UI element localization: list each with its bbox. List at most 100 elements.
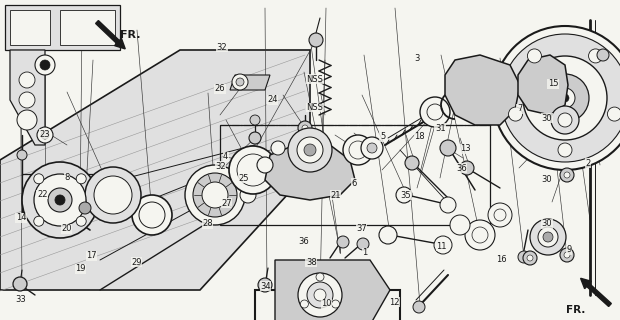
Text: 20: 20 <box>61 224 71 233</box>
Text: 30: 30 <box>541 220 552 228</box>
Bar <box>255 290 400 320</box>
Text: 21: 21 <box>330 191 340 200</box>
Text: 5: 5 <box>380 132 385 141</box>
Circle shape <box>240 187 256 203</box>
Text: 32: 32 <box>216 43 228 52</box>
Circle shape <box>538 227 558 247</box>
Circle shape <box>185 165 245 225</box>
Text: FR.: FR. <box>120 30 141 40</box>
Circle shape <box>440 140 456 156</box>
Circle shape <box>558 113 572 127</box>
Text: 32: 32 <box>215 162 226 171</box>
Circle shape <box>22 162 98 238</box>
Polygon shape <box>0 50 310 290</box>
Polygon shape <box>275 260 390 320</box>
Circle shape <box>440 197 456 213</box>
Circle shape <box>298 273 342 317</box>
Circle shape <box>361 137 383 159</box>
Text: 13: 13 <box>459 144 471 153</box>
FancyArrow shape <box>580 278 611 307</box>
Circle shape <box>316 273 324 281</box>
Circle shape <box>501 34 620 162</box>
Circle shape <box>35 55 55 75</box>
Circle shape <box>413 301 425 313</box>
Circle shape <box>560 168 574 182</box>
Circle shape <box>33 174 44 184</box>
Circle shape <box>523 56 607 140</box>
Text: 36: 36 <box>298 237 309 246</box>
Circle shape <box>528 49 541 63</box>
Circle shape <box>288 128 332 172</box>
Polygon shape <box>230 75 270 90</box>
Circle shape <box>250 115 260 125</box>
Text: 6: 6 <box>352 179 356 188</box>
Circle shape <box>561 94 569 102</box>
Circle shape <box>427 104 443 120</box>
Text: 10: 10 <box>322 300 332 308</box>
Text: 35: 35 <box>401 191 412 200</box>
Circle shape <box>367 143 377 153</box>
Circle shape <box>472 227 488 243</box>
Circle shape <box>332 300 340 308</box>
Text: NSS: NSS <box>306 103 324 112</box>
Circle shape <box>302 125 308 131</box>
Circle shape <box>232 74 248 90</box>
FancyArrow shape <box>95 20 125 49</box>
Text: 18: 18 <box>414 132 425 141</box>
Circle shape <box>298 121 312 135</box>
Circle shape <box>17 150 27 160</box>
Circle shape <box>193 173 237 217</box>
Text: 24: 24 <box>268 95 278 104</box>
Circle shape <box>379 226 397 244</box>
Text: 30: 30 <box>541 175 552 184</box>
Bar <box>22 174 100 212</box>
Circle shape <box>543 232 553 242</box>
Circle shape <box>271 141 285 155</box>
Text: 34: 34 <box>260 282 271 291</box>
Circle shape <box>297 137 323 163</box>
Text: 29: 29 <box>131 258 141 267</box>
Text: 17: 17 <box>86 252 97 260</box>
Text: 38: 38 <box>306 258 317 267</box>
Circle shape <box>450 215 470 235</box>
Circle shape <box>434 236 452 254</box>
Circle shape <box>139 202 165 228</box>
Text: NSS: NSS <box>306 75 324 84</box>
Text: 9: 9 <box>567 245 572 254</box>
Circle shape <box>396 187 412 203</box>
Circle shape <box>19 92 35 108</box>
Circle shape <box>488 203 512 227</box>
Polygon shape <box>5 5 120 50</box>
Text: 37: 37 <box>356 224 367 233</box>
Circle shape <box>597 49 609 61</box>
Text: 11: 11 <box>436 242 446 251</box>
Polygon shape <box>60 10 115 45</box>
Circle shape <box>301 300 308 308</box>
Circle shape <box>257 157 273 173</box>
Circle shape <box>530 219 566 255</box>
Circle shape <box>493 26 620 170</box>
Text: 16: 16 <box>495 255 507 264</box>
Circle shape <box>85 167 141 223</box>
Text: 30: 30 <box>541 114 552 123</box>
Text: 33: 33 <box>15 295 26 304</box>
Circle shape <box>79 202 91 214</box>
Circle shape <box>41 131 49 139</box>
Circle shape <box>236 78 244 86</box>
Text: FR.: FR. <box>565 305 585 315</box>
Circle shape <box>202 182 228 208</box>
Circle shape <box>558 143 572 157</box>
Polygon shape <box>445 55 520 125</box>
Text: 3: 3 <box>415 54 420 63</box>
Circle shape <box>132 195 172 235</box>
Text: 7: 7 <box>517 104 522 113</box>
Text: 19: 19 <box>76 264 86 273</box>
Text: 1: 1 <box>362 248 367 257</box>
Circle shape <box>555 88 575 108</box>
Circle shape <box>37 127 53 143</box>
Text: 15: 15 <box>548 79 558 88</box>
Circle shape <box>19 72 35 88</box>
Circle shape <box>523 251 537 265</box>
Text: 27: 27 <box>221 199 232 208</box>
Circle shape <box>13 277 27 291</box>
